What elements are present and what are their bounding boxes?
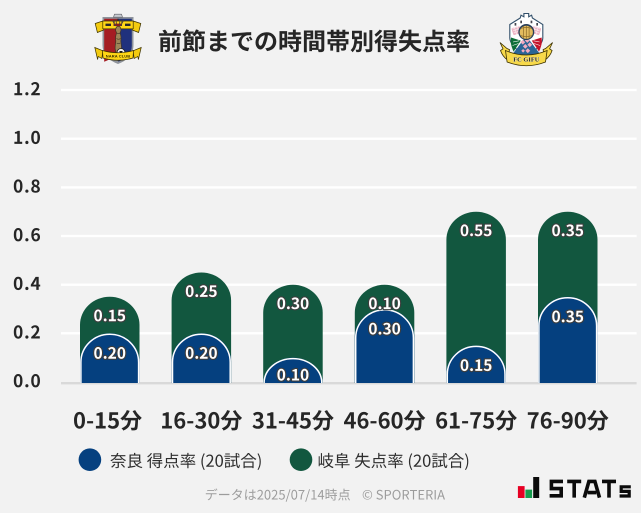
- svg-text:FC GIFU: FC GIFU: [513, 57, 539, 64]
- svg-text:NARA CLUB: NARA CLUB: [106, 53, 131, 58]
